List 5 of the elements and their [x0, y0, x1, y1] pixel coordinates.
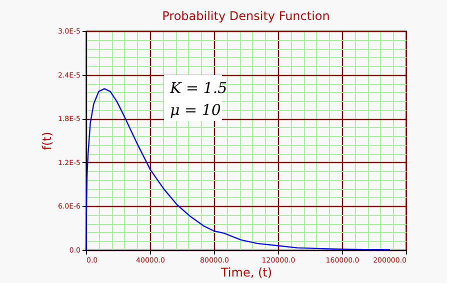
annotation: μ = 10: [170, 101, 222, 119]
x-axis-title: Time, (t): [220, 266, 272, 280]
chart-title: Probability Density Function: [162, 9, 330, 23]
y-axis-title: f(t): [40, 132, 54, 150]
annotation: K = 1.5: [169, 79, 228, 97]
